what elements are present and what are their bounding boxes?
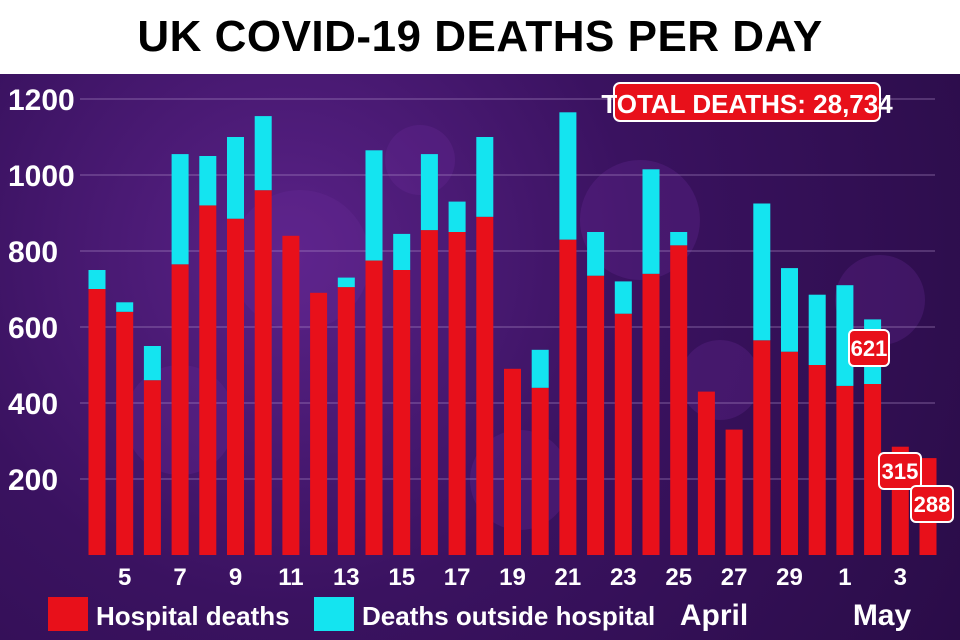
bar-hospital [448, 232, 466, 555]
value-callout-box [848, 329, 890, 367]
bar-outside-hospital [476, 137, 494, 217]
legend-swatch-outside [314, 597, 354, 631]
bar-outside-hospital [614, 281, 632, 314]
y-tick-label: 1200 [8, 84, 75, 117]
value-callout-text: 621 [851, 336, 888, 361]
bar-hospital [559, 239, 577, 555]
bar-outside-hospital [670, 232, 688, 246]
bar-hospital [670, 245, 688, 556]
legend-label-outside: Deaths outside hospital [362, 601, 655, 631]
virus-decoration [835, 255, 925, 345]
bar-hospital [254, 190, 272, 555]
month-label-may: May [853, 599, 912, 632]
bar-hospital [697, 391, 715, 555]
bar-hospital [476, 216, 494, 556]
month-label-april: April [680, 599, 748, 632]
bar-outside-hospital [254, 116, 272, 191]
x-tick-label: 19 [499, 564, 526, 591]
total-deaths-text: TOTAL DEATHS: 28,734 [601, 89, 893, 119]
bar-outside-hospital [88, 270, 106, 289]
x-tick-label: 3 [894, 564, 907, 591]
bar-outside-hospital [227, 137, 244, 219]
bar-hospital [227, 218, 244, 555]
bar-hospital [864, 384, 882, 555]
bar-hospital [393, 270, 411, 555]
total-deaths-badge [613, 82, 881, 122]
bar-outside-hospital [171, 154, 189, 265]
x-tick-label: 23 [610, 564, 637, 591]
bar-hospital [808, 365, 826, 555]
value-callout-box [878, 452, 922, 490]
y-tick-label: 800 [8, 236, 58, 269]
bar-outside-hospital [116, 302, 134, 312]
x-tick-label: 13 [333, 564, 360, 591]
bar-hospital [171, 264, 189, 555]
bar-outside-hospital [420, 154, 438, 231]
bar-hospital [199, 205, 217, 555]
bar-hospital [282, 235, 300, 556]
bar-outside-hospital [448, 201, 466, 232]
bar-outside-hospital [365, 150, 383, 261]
legend-swatch-hospital [48, 597, 88, 631]
bar-hospital [365, 260, 383, 555]
x-tick-label: 27 [721, 564, 748, 591]
x-tick-label: 7 [173, 564, 186, 591]
value-callout-text: 288 [914, 492, 951, 517]
bar-hospital [614, 313, 632, 555]
x-tick-label: 21 [555, 564, 582, 591]
bar-hospital [420, 230, 438, 555]
x-tick-label: 5 [118, 564, 131, 591]
bar-outside-hospital [587, 232, 605, 276]
bar-outside-hospital [337, 277, 355, 288]
bar-outside-hospital [808, 294, 826, 365]
bar-hospital [642, 273, 660, 555]
bar-hospital [781, 351, 798, 555]
virus-decoration [680, 340, 760, 420]
bar-hospital [143, 380, 161, 555]
y-tick-label: 600 [8, 312, 58, 345]
x-tick-label: 29 [776, 564, 803, 591]
x-tick-label: 1 [838, 564, 851, 591]
bar-outside-hospital [143, 346, 161, 381]
bar-outside-hospital [199, 156, 217, 206]
value-callout-text: 315 [882, 459, 919, 484]
bar-outside-hospital [781, 268, 798, 352]
x-tick-label: 9 [229, 564, 242, 591]
bar-hospital [88, 289, 106, 555]
x-tick-label: 25 [665, 564, 692, 591]
x-tick-label: 11 [278, 564, 303, 591]
bar-hospital [753, 340, 771, 555]
bar-hospital [337, 287, 355, 555]
y-tick-label: 1000 [8, 160, 75, 193]
x-tick-label: 15 [388, 564, 415, 591]
legend-label-hospital: Hospital deaths [96, 601, 290, 631]
x-tick-label: 17 [444, 564, 471, 591]
virus-decoration [385, 125, 455, 195]
bar-outside-hospital [642, 169, 660, 274]
bar-hospital [725, 429, 743, 555]
bar-hospital [116, 311, 134, 555]
y-tick-label: 200 [8, 464, 58, 497]
bar-hospital [310, 292, 328, 555]
bar-outside-hospital [753, 203, 771, 341]
bar-hospital [836, 385, 854, 555]
bar-hospital [531, 387, 549, 555]
virus-decoration [580, 160, 700, 280]
bar-outside-hospital [531, 349, 549, 388]
y-tick-label: 400 [8, 388, 58, 421]
bar-hospital [504, 368, 521, 555]
title-bar: UK COVID-19 DEATHS PER DAY [0, 0, 960, 74]
bar-hospital [587, 275, 605, 555]
chart-title: UK COVID-19 DEATHS PER DAY [137, 12, 823, 61]
value-callout-box [910, 485, 954, 523]
bar-outside-hospital [393, 233, 411, 270]
bar-outside-hospital [559, 112, 577, 240]
